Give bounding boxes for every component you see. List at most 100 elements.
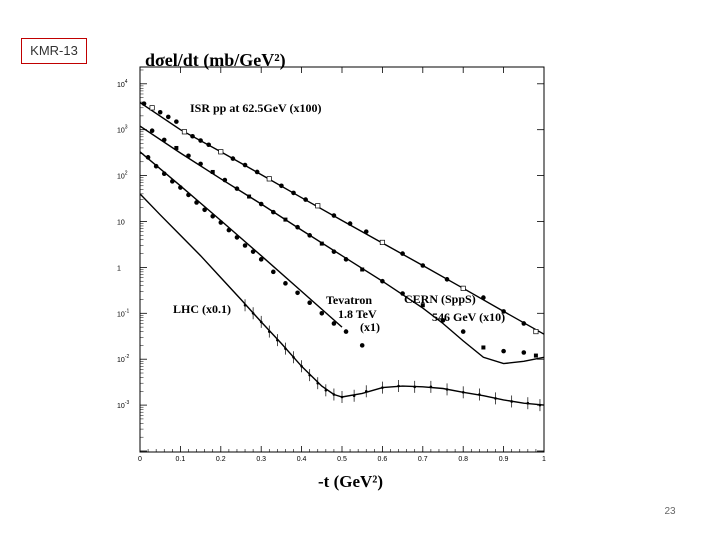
point-tevatron (234, 235, 240, 240)
point-lhc (284, 347, 287, 350)
point-isr (157, 109, 163, 115)
point-cern (380, 278, 385, 284)
data-points (141, 101, 542, 412)
y-tick-label: 10-1 (117, 308, 129, 318)
point-lhc (445, 388, 449, 391)
point-isr (331, 213, 337, 218)
point-cern (149, 128, 155, 134)
point-isr (242, 162, 248, 168)
label-tevatron-energy: 1.8 TeV (338, 307, 377, 321)
point-tevatron (258, 257, 264, 262)
point-cern (283, 217, 288, 222)
point-cern (319, 241, 324, 246)
x-tick-label: 0.3 (256, 456, 266, 463)
y-tick-label: 1 (117, 265, 121, 272)
fit-curves (139, 102, 545, 406)
point-tevatron (295, 290, 300, 296)
point-lhc (478, 393, 481, 396)
point-isr (206, 142, 211, 148)
point-tevatron (170, 179, 175, 184)
point-cern (161, 137, 167, 143)
point-tevatron (210, 213, 216, 219)
x-tick-label: 1 (542, 456, 546, 463)
point-lhc (538, 403, 542, 407)
point-isr (266, 176, 272, 182)
x-tick-label: 0.7 (418, 456, 428, 463)
x-tick-label: 0.8 (458, 456, 468, 463)
point-cern (234, 186, 240, 191)
point-lhc (324, 389, 328, 392)
point-isr (363, 229, 369, 234)
point-lhc (381, 386, 384, 389)
point-tevatron (186, 192, 191, 198)
point-lhc (292, 356, 295, 359)
point-tevatron (271, 269, 276, 275)
point-cern (440, 318, 446, 323)
point-cern (174, 145, 179, 150)
point-tevatron (359, 343, 365, 348)
y-tick-label: 10-3 (117, 400, 129, 410)
point-tevatron (242, 243, 248, 248)
label-cern: CERN (SppS) (404, 292, 476, 306)
point-tevatron (178, 185, 183, 190)
label-lhc: LHC (x0.1) (173, 302, 231, 316)
point-cern (210, 169, 215, 174)
label-tevatron: Tevatron (326, 293, 372, 307)
x-tick-label: 0.9 (499, 456, 509, 463)
point-lhc (276, 338, 279, 342)
point-isr (218, 149, 224, 155)
point-lhc (429, 385, 433, 389)
point-cern (222, 177, 228, 183)
point-tevatron (307, 300, 312, 306)
point-isr (198, 138, 203, 143)
x-tick-label: 0.1 (176, 456, 186, 463)
point-cern (360, 267, 365, 272)
point-tevatron (319, 311, 325, 316)
point-isr (181, 129, 187, 135)
slide-tag: KMR-13 (21, 38, 87, 64)
point-isr (303, 197, 308, 202)
point-cern (521, 350, 527, 355)
point-lhc (526, 401, 530, 405)
point-isr (254, 169, 260, 175)
point-tevatron (250, 249, 256, 254)
point-lhc (259, 320, 263, 324)
point-isr (315, 203, 321, 209)
point-cern (258, 201, 264, 207)
point-cern (343, 257, 349, 262)
label-isr: ISR pp at 62.5GeV (x100) (190, 101, 321, 115)
point-tevatron (202, 207, 207, 213)
x-tick-label: 0.2 (216, 456, 226, 463)
point-cern (247, 194, 252, 199)
curve-tevatron (139, 151, 343, 328)
label-tevatron-scale: (x1) (360, 320, 380, 334)
point-cern (271, 209, 276, 215)
point-tevatron (161, 171, 167, 177)
point-lhc (332, 393, 336, 396)
x-axis-label: -t (GeV²) (318, 472, 383, 491)
point-cern (400, 291, 405, 296)
chart-title: dσel/dt (mb/GeV²) (145, 50, 286, 71)
point-lhc (461, 391, 465, 394)
point-cern (481, 345, 486, 350)
curve-lhc (139, 193, 545, 406)
point-tevatron (343, 329, 349, 334)
point-cern (460, 329, 466, 334)
point-cern (533, 353, 538, 358)
y-tick-label: 10-2 (117, 354, 129, 364)
point-isr (141, 101, 147, 106)
point-lhc (243, 303, 247, 307)
point-isr (481, 295, 486, 300)
y-tick-label: 102 (117, 171, 128, 181)
point-lhc (397, 384, 400, 388)
point-isr (501, 309, 506, 314)
point-lhc (352, 394, 356, 398)
point-cern (295, 224, 300, 230)
point-isr (521, 321, 527, 326)
point-cern (501, 348, 506, 354)
point-isr (400, 251, 405, 256)
point-isr (190, 133, 195, 139)
point-tevatron (226, 227, 232, 233)
point-isr (165, 114, 171, 120)
